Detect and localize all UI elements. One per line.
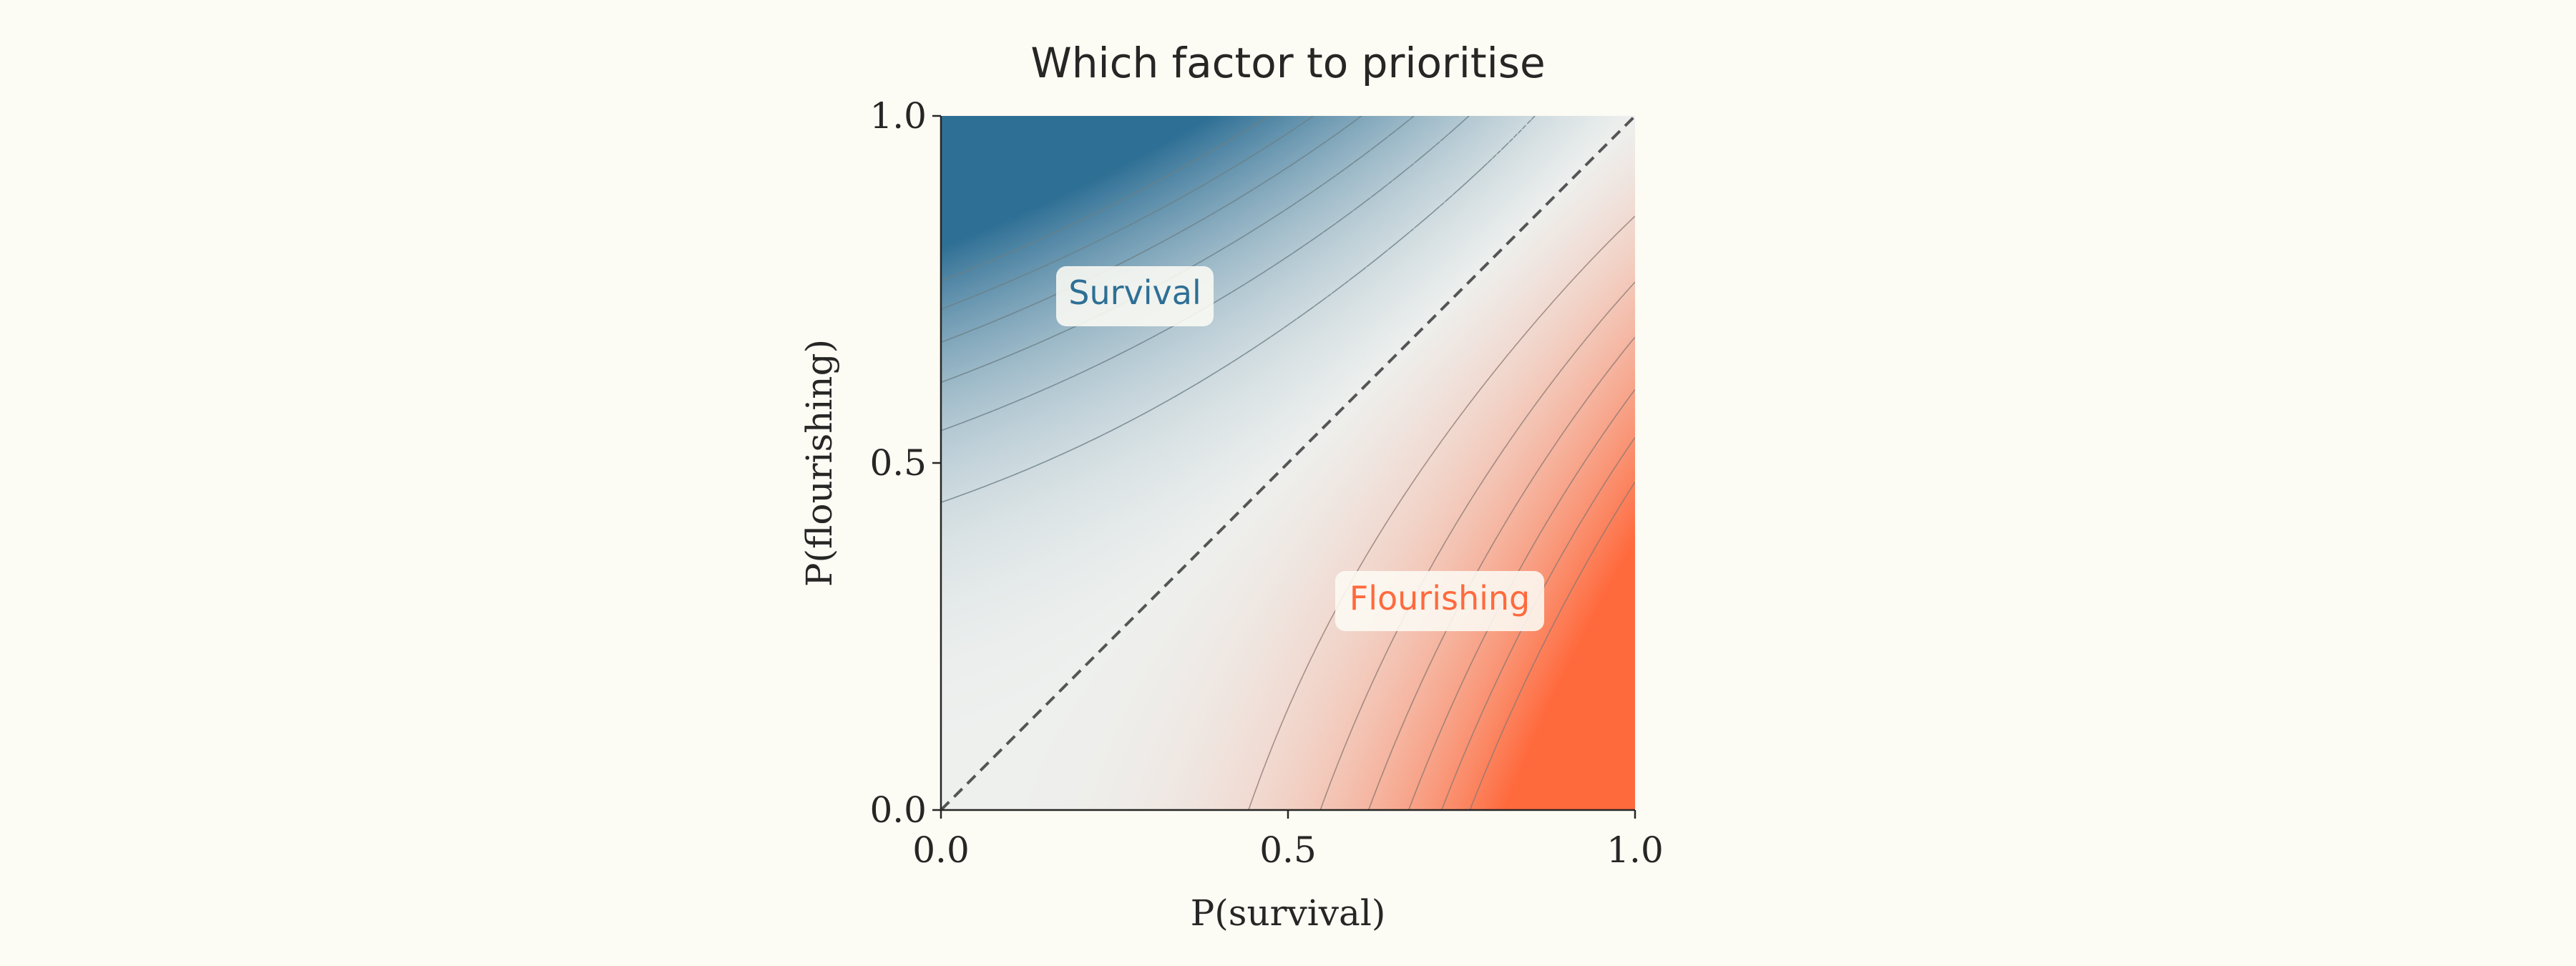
x-tick-label: 0.0: [912, 829, 970, 871]
region-label-flourishing-box: [1335, 571, 1544, 631]
y-tick-label: 1.0: [869, 95, 927, 137]
region-label-flourishing: Flourishing: [1335, 571, 1544, 631]
region-label-survival-box: [1056, 266, 1214, 326]
x-tick-label: 1.0: [1606, 829, 1664, 871]
region-label-survival-text: Survival: [1068, 273, 1201, 312]
y-tick-label: 0.0: [869, 789, 927, 831]
region-label-survival: Survival: [1056, 266, 1214, 326]
x-tick-label: 0.5: [1259, 829, 1317, 871]
region-label-flourishing-text: Flourishing: [1350, 579, 1530, 618]
survival-contour: [941, 116, 1314, 311]
x-axis-title: P(survival): [1191, 892, 1386, 934]
chart-title: Which factor to prioritise: [1030, 39, 1545, 87]
y-axis-title: P(flourishing): [799, 339, 840, 587]
y-tick-label: 0.5: [869, 442, 927, 484]
ticks: 0.0 0.5 1.0 0.0 0.5 1.0: [869, 95, 1663, 871]
diagonal-reference-line: [940, 114, 1636, 811]
